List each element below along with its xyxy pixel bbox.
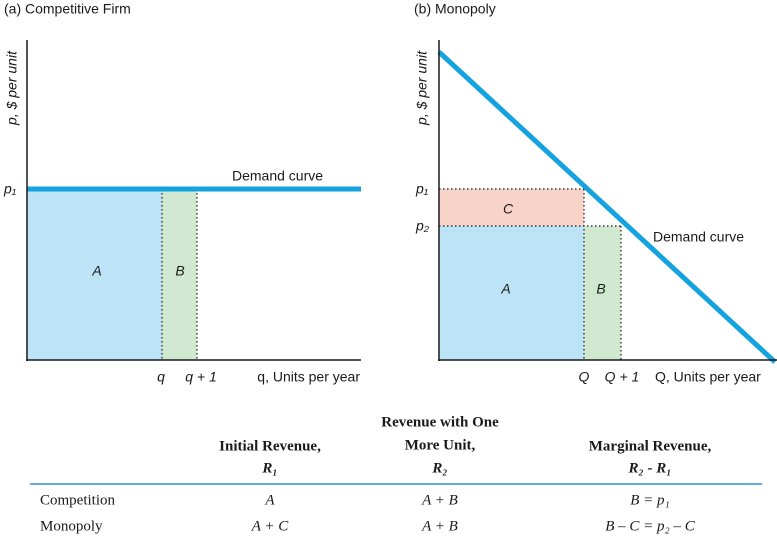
table-header: R₂ (431, 460, 447, 476)
area (162, 189, 197, 360)
area-label: B (175, 263, 184, 279)
x-axis-label: Q, Units per year (655, 369, 761, 385)
curve-label: Demand curve (653, 229, 744, 245)
area (439, 189, 584, 226)
table-header: R₂ - R₁ (628, 460, 672, 476)
table-cell: A + C (251, 518, 290, 534)
revenue-table: Initial Revenue, R₁ Revenue with One Mor… (30, 414, 762, 534)
table-cell: B = p₁ (630, 492, 670, 508)
table-cell: A + B (421, 492, 458, 508)
price-label: p₂ (415, 218, 430, 234)
table-header: More Unit, (405, 437, 476, 453)
panel-competitive: (a) Competitive Firm p, $ per unit p₁ De… (3, 1, 361, 385)
row-label: Competition (40, 492, 116, 508)
row-label: Monopoly (40, 518, 103, 534)
table-header: R₁ (261, 460, 277, 476)
table-header: Revenue with One (381, 414, 499, 430)
y-axis-label: p, $ per unit (414, 50, 430, 126)
table-header: Initial Revenue, (219, 438, 321, 454)
panel-title: (a) Competitive Firm (4, 1, 131, 17)
panel-title: (b) Monopoly (414, 1, 496, 17)
price-label: p₁ (415, 181, 429, 197)
area (27, 189, 162, 360)
y-axis-label: p, $ per unit (4, 50, 20, 126)
x-tick-label: Q + 1 (605, 369, 640, 385)
table-cell: A + B (421, 518, 458, 534)
area-label: B (596, 281, 605, 297)
curve-label: Demand curve (232, 168, 323, 184)
x-axis-label: q, Units per year (257, 369, 360, 385)
table-header: Marginal Revenue, (589, 438, 712, 454)
area-label: A (91, 263, 101, 279)
area-label: C (503, 201, 514, 217)
x-tick-label: Q (579, 369, 590, 385)
area (439, 226, 584, 360)
panel-monopoly: (b) Monopoly p, $ per unit p₁ p₂ Demand … (414, 1, 777, 385)
table-cell: A (264, 492, 275, 508)
area-label: A (500, 281, 510, 297)
x-tick-label: q (157, 369, 165, 385)
table-cell: B – C = p₂ – C (605, 518, 696, 534)
demand-curve (437, 50, 777, 364)
x-tick-label: q + 1 (185, 369, 217, 385)
price-label: p₁ (3, 181, 17, 197)
area (584, 226, 621, 360)
